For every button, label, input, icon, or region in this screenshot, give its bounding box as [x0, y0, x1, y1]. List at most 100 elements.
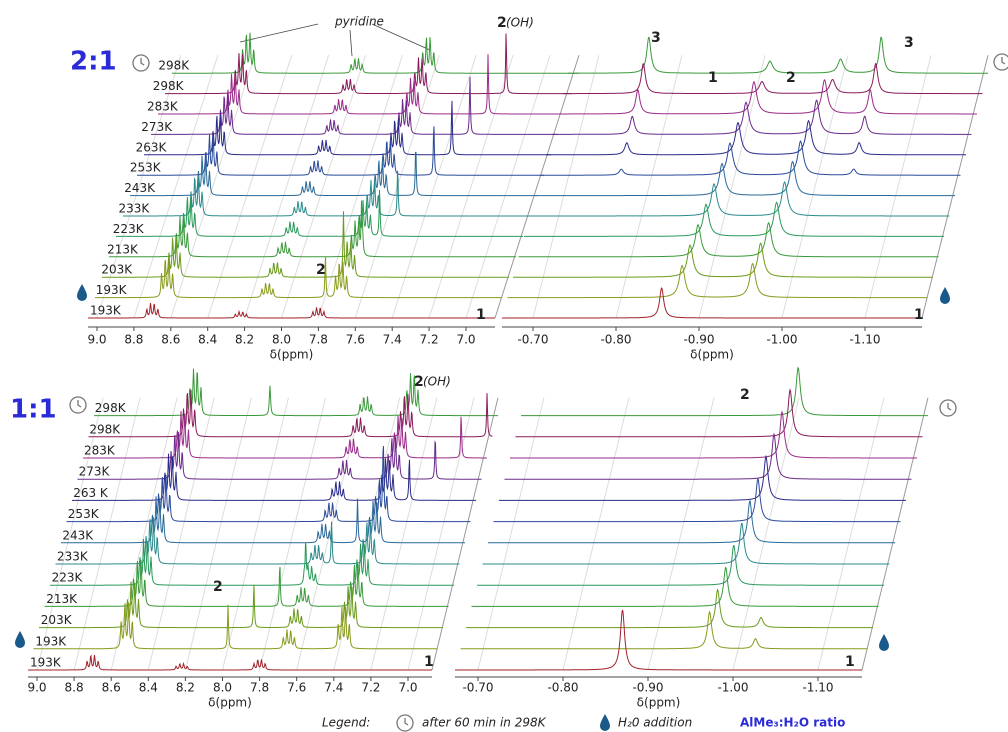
icons	[15, 23, 1008, 732]
peak-annotation: 1	[914, 307, 924, 323]
spectrum-trace	[28, 654, 432, 671]
grid-line	[532, 55, 600, 319]
x-tick-label: -1.00	[717, 681, 748, 695]
x-axis-label: δ(ppm)	[690, 348, 734, 362]
spectrum-trace	[130, 151, 537, 197]
spectrum-trace	[460, 610, 868, 650]
x-tick-label: 7.4	[324, 681, 343, 695]
grid-line	[647, 397, 715, 671]
x-tick-label: 7.8	[309, 333, 328, 347]
spectrum-trace	[524, 201, 944, 237]
grid-line	[817, 397, 885, 671]
clock-icon	[69, 396, 87, 414]
spectrum-trace	[515, 388, 923, 438]
grid-line	[391, 55, 477, 319]
grid-line	[110, 397, 178, 671]
grid-line	[864, 55, 932, 319]
spectrum-trace	[510, 410, 917, 459]
temperature-label: 273K	[79, 465, 111, 479]
temperature-label: 263 K	[73, 486, 109, 500]
temperature-label: 203K	[41, 613, 73, 627]
grid-line	[96, 55, 182, 319]
spectrum-trace	[529, 181, 950, 217]
temperature-label: 243K	[62, 528, 94, 542]
x-tick-label: 8.2	[235, 333, 254, 347]
water-drop-icon	[940, 287, 950, 304]
spectrum-trace	[551, 99, 972, 135]
panel-edge	[921, 55, 989, 319]
grid-line	[73, 397, 141, 671]
grid-line	[428, 55, 514, 319]
x-tick-label: 7.8	[250, 681, 269, 695]
spectrum-trace	[102, 211, 509, 278]
grid-line	[207, 55, 293, 319]
legend-water: H₂0 addition	[618, 716, 692, 730]
temperature-label: 243K	[124, 181, 156, 195]
legend-clock: after 60 min in 298K	[422, 716, 547, 730]
spectrum-trace	[471, 566, 879, 607]
x-tick-label: 8.8	[124, 333, 143, 347]
water-drop-icon	[77, 284, 87, 301]
spectrum-trace	[482, 522, 890, 565]
spectrum-trace	[137, 126, 544, 176]
peak-annotation: 2	[213, 579, 223, 595]
peak-annotation: 2	[497, 15, 507, 31]
x-tick-label: 7.2	[361, 681, 380, 695]
spectrum-trace	[518, 222, 939, 258]
x-tick-label: 8.4	[139, 681, 158, 695]
temperature-label: 263K	[136, 140, 168, 154]
x-tick-label: -0.80	[600, 333, 631, 347]
spectrum-trace	[493, 477, 901, 523]
x-tick-label: 7.0	[456, 333, 475, 347]
spectrum-trace	[95, 256, 502, 299]
spectrum-trace	[535, 160, 955, 197]
grid-line	[244, 55, 330, 319]
panel-edge	[431, 397, 499, 671]
temperature-label: 298K	[153, 79, 185, 93]
spectrum-trace	[546, 119, 966, 156]
water-drop-icon	[600, 714, 610, 731]
spectrum-trace	[499, 454, 906, 501]
spectrum-trace	[39, 581, 443, 629]
temperature-label: 298K	[95, 401, 127, 415]
spectrum-trace	[88, 303, 495, 319]
grid-line	[407, 397, 475, 671]
spectrum-trace	[83, 411, 487, 459]
clock-icon	[939, 399, 957, 417]
x-tick-label: -1.00	[766, 333, 797, 347]
spectrum-trace	[116, 189, 523, 237]
spectrum-trace	[50, 538, 454, 586]
x-axis-label: δ(ppm)	[270, 348, 314, 362]
grid-line	[170, 55, 256, 319]
spectrum-trace	[455, 609, 862, 671]
peak-annotation: 2	[740, 387, 750, 403]
peak-annotation: (OH)	[423, 375, 451, 389]
x-tick-label: -0.70	[517, 333, 548, 347]
x-tick-label: -0.90	[632, 681, 663, 695]
temperature-label: 213K	[46, 592, 78, 606]
grid-line	[184, 397, 252, 671]
legend-ratio: AlMe₃:H₂O ratio	[740, 716, 845, 730]
temperature-label: 298K	[89, 422, 121, 436]
spectrum-trace	[77, 432, 482, 480]
spectrum-trace	[88, 389, 493, 438]
x-tick-label: 7.6	[287, 681, 306, 695]
spectrum-trace	[557, 79, 977, 115]
spectrum-trace	[502, 287, 922, 319]
x-tick-label: 9.0	[27, 681, 46, 695]
x-axis-label: δ(ppm)	[637, 696, 681, 710]
peak-annotation: 2	[786, 70, 796, 86]
grid-line	[732, 397, 800, 671]
clock-icon	[132, 54, 150, 72]
x-tick-label: 8.0	[272, 333, 291, 347]
peak-annotation: pyridine	[334, 15, 384, 29]
grid-line	[370, 397, 438, 671]
x-tick-label: 9.0	[87, 333, 106, 347]
temperature-label: 273K	[141, 120, 173, 134]
x-tick-label: 8.4	[198, 333, 217, 347]
clock-icon	[993, 53, 1008, 71]
temperature-label: 193K	[96, 283, 128, 297]
spectrum-trace	[66, 446, 471, 523]
x-tick-label: 7.4	[383, 333, 402, 347]
